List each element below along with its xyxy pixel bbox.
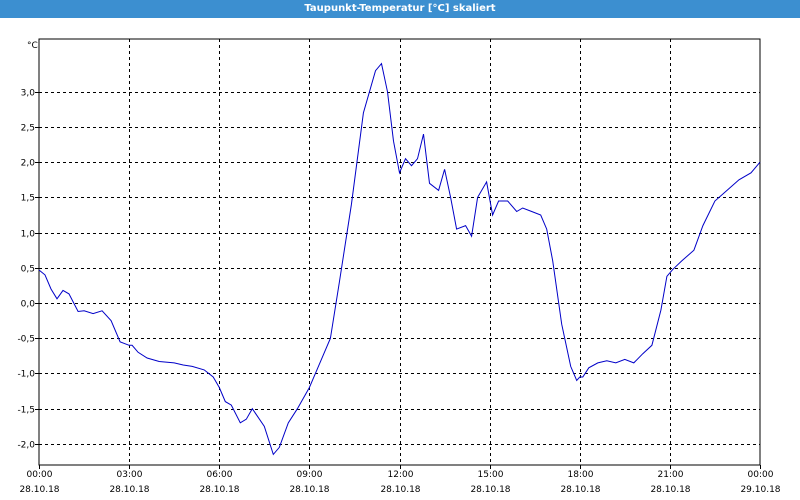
x-tick-date-label: 29.10.18 [740, 485, 780, 495]
y-tick-label: 2,5 [21, 124, 35, 134]
plot-border [38, 38, 761, 466]
x-tick-date-label: 28.10.18 [650, 485, 690, 495]
x-tick-date-label: 28.10.18 [560, 485, 600, 495]
y-tick-label: 0,0 [21, 300, 36, 310]
y-axis-unit-label: °C [27, 41, 38, 51]
y-tick-label: 2,0 [21, 159, 36, 169]
chart-title: Taupunkt-Temperatur [°C] skaliert [0, 0, 800, 18]
x-tick-date-label: 28.10.18 [19, 485, 59, 495]
x-axis-ticks: 00:00 28.10.18 03:00 28.10.18 06:00 28.10.18 0… [19, 465, 781, 495]
grid-lines [39, 39, 760, 465]
x-tick-time-label: 00:00 [748, 470, 774, 480]
x-tick-time-label: 18:00 [568, 470, 594, 480]
y-tick-label: -1,5 [17, 406, 35, 416]
y-tick-label: 0,5 [21, 265, 35, 275]
y-tick-label: 1,5 [21, 194, 35, 204]
series-line [38, 62, 761, 456]
line-chart: 3,0 2,5 2,0 1,5 1,0 0,5 0,0 -0,5 -1,0 -1,5 -2,0 00… [17, 38, 781, 495]
x-tick-date-label: 28.10.18 [470, 485, 510, 495]
y-axis-ticks: 3,0 2,5 2,0 1,5 1,0 0,5 0,0 -0,5 -1,0 -1,5 -2,0 [17, 89, 39, 451]
y-tick-label: 1,0 [21, 230, 36, 240]
x-tick-time-label: 00:00 [27, 470, 53, 480]
y-tick-label: -1,0 [17, 370, 35, 380]
y-tick-label: 3,0 [21, 89, 36, 99]
y-tick-label: -2,0 [17, 441, 35, 451]
x-tick-time-label: 09:00 [297, 470, 323, 480]
x-tick-time-label: 15:00 [478, 470, 504, 480]
x-tick-time-label: 03:00 [117, 470, 143, 480]
x-tick-time-label: 06:00 [207, 470, 233, 480]
x-tick-time-label: 12:00 [388, 470, 414, 480]
x-tick-date-label: 28.10.18 [109, 485, 149, 495]
x-tick-date-label: 28.10.18 [380, 485, 420, 495]
x-tick-date-label: 28.10.18 [199, 485, 239, 495]
x-tick-date-label: 28.10.18 [289, 485, 329, 495]
y-tick-label: -0,5 [17, 335, 35, 345]
x-tick-time-label: 21:00 [658, 470, 684, 480]
